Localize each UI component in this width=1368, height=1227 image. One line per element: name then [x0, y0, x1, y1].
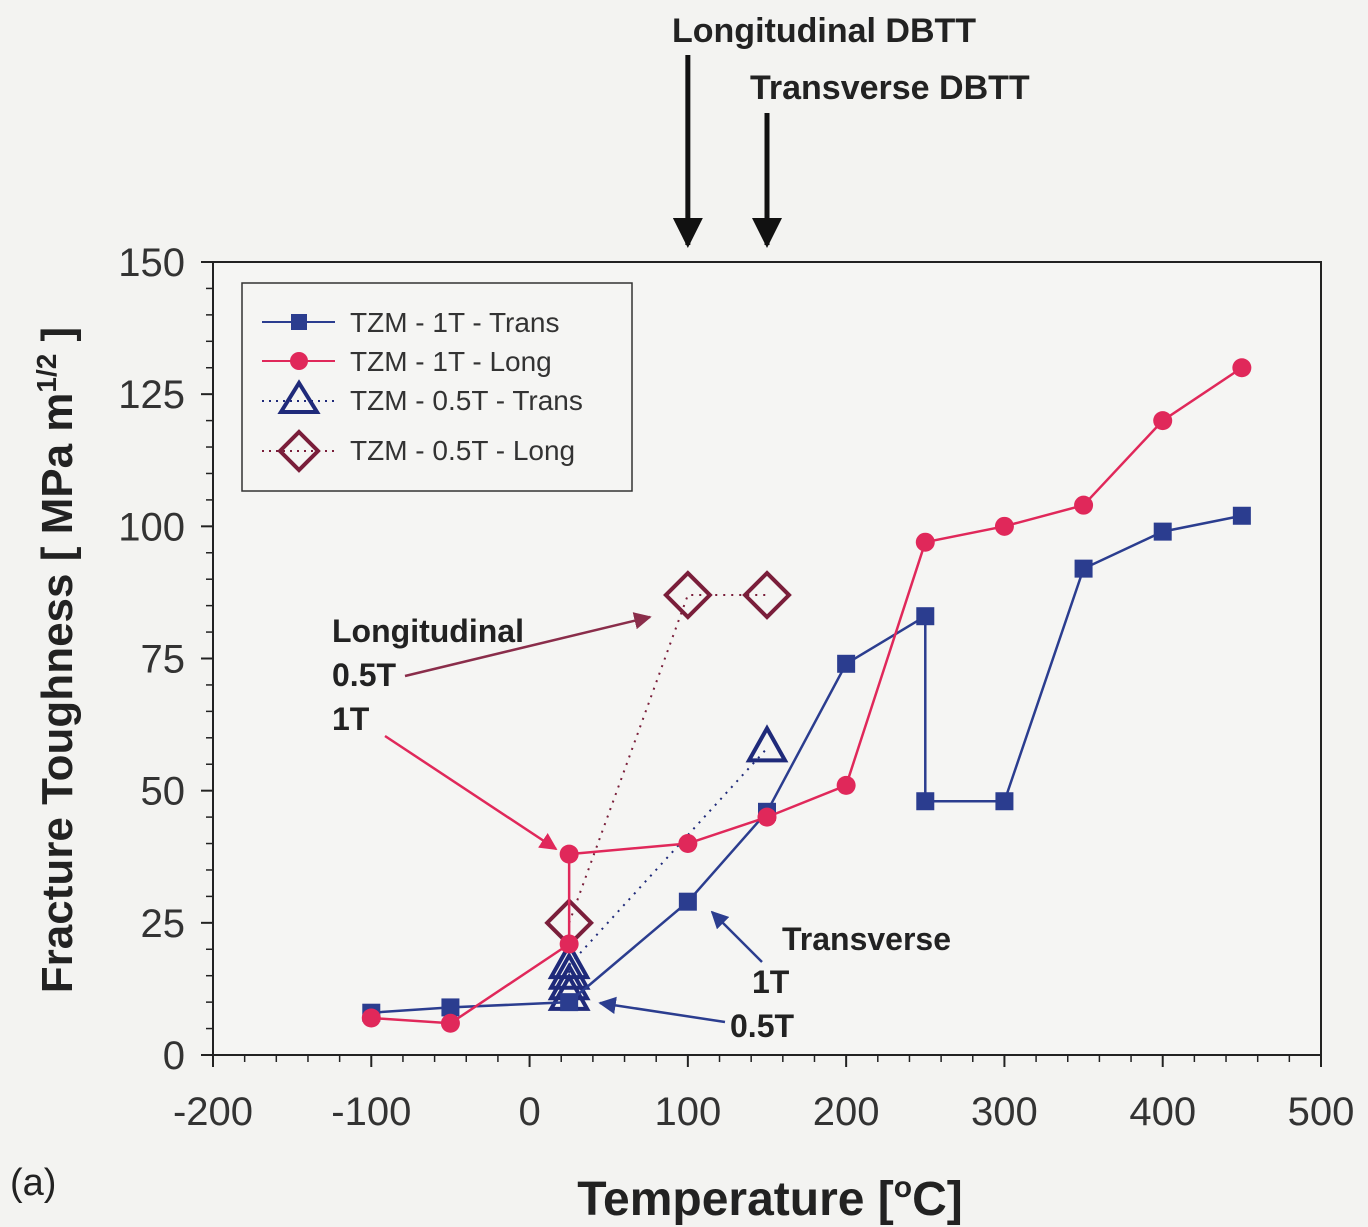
data-point-circle	[1074, 495, 1094, 515]
x-tick-label: 200	[813, 1090, 880, 1134]
x-tick-label: -100	[331, 1090, 411, 1134]
dbtt-transverse-label: Transverse DBTT	[750, 69, 1030, 107]
x-axis-ticks: -200 -100 0 100 200 300 400 500	[173, 1055, 1354, 1134]
legend-label: TZM - 1T - Trans	[350, 307, 560, 338]
legend: TZM - 1T - Trans TZM - 1T - Long TZM - 0…	[241, 282, 633, 492]
y-tick-label: 0	[163, 1034, 185, 1078]
data-point-square	[1153, 522, 1172, 541]
triangle-marker-icon	[277, 379, 321, 414]
annotation-trans-05t-arrow	[598, 996, 726, 1024]
data-point-square	[1074, 559, 1093, 578]
data-point-square	[560, 993, 579, 1012]
data-point-circle	[559, 844, 579, 864]
annotation-long-1t-arrow	[384, 734, 558, 851]
x-tick-label: 0	[518, 1090, 540, 1134]
legend-label: TZM - 0.5T - Trans	[350, 385, 583, 416]
data-point-square	[678, 892, 697, 911]
data-point-triangle	[745, 724, 789, 763]
data-point-circle	[1232, 358, 1252, 378]
data-point-square	[916, 792, 935, 811]
data-point-circle	[915, 532, 935, 552]
series-tzm-0-5t-long	[544, 570, 792, 948]
legend-item-long-05t: TZM - 0.5T - Long	[262, 429, 575, 473]
data-point-circle	[836, 775, 856, 795]
x-axis-label: Temperature [oC]	[577, 1171, 963, 1226]
legend-item-trans-05t: TZM - 0.5T - Trans	[262, 379, 583, 416]
legend-item-long-1t: TZM - 1T - Long	[262, 346, 552, 377]
series-line	[568, 747, 768, 997]
x-tick-label: 100	[654, 1090, 721, 1134]
x-tick-label: 400	[1129, 1090, 1196, 1134]
y-tick-label: 150	[118, 241, 185, 285]
y-tick-label: 100	[118, 505, 185, 549]
y-axis-ticks: 0 25 50 75 100 125 150	[118, 241, 213, 1078]
y-tick-label: 25	[141, 902, 186, 946]
data-point-circle	[1153, 411, 1173, 431]
annotation-long-05t: 0.5T	[332, 657, 396, 693]
data-point-circle	[994, 516, 1014, 536]
data-point-square	[995, 792, 1014, 811]
square-marker-icon	[291, 314, 307, 330]
diamond-marker-icon	[277, 429, 321, 473]
data-point-square	[837, 654, 856, 673]
series-tzm-1t-long	[361, 358, 1252, 1033]
data-point-diamond	[663, 570, 713, 620]
data-point-triangle	[547, 941, 591, 980]
series-tzm-1t-trans	[362, 506, 1251, 1022]
annotation-transverse: Transverse	[782, 921, 951, 957]
data-point-circle	[678, 834, 698, 854]
x-tick-label: 300	[971, 1090, 1038, 1134]
series-line	[568, 594, 767, 924]
circle-marker-icon	[290, 352, 308, 370]
data-point-square	[441, 998, 460, 1017]
data-point-circle	[361, 1008, 381, 1028]
dbtt-longitudinal-label: Longitudinal DBTT	[672, 12, 976, 50]
y-tick-label: 75	[141, 638, 186, 682]
annotation-trans-05t: 0.5T	[730, 1008, 794, 1044]
data-point-circle	[559, 934, 579, 954]
data-point-triangle	[547, 951, 591, 990]
annotations: Longitudinal 0.5T 1T Transverse 1T 0.5T	[332, 612, 951, 1044]
data-point-diamond	[742, 570, 792, 620]
data-point-circle	[440, 1013, 460, 1033]
series-line	[371, 366, 1243, 1025]
y-axis-label: Fracture Toughness [ MPa m1/2 ]	[31, 327, 82, 993]
y-tick-label: 125	[118, 373, 185, 417]
series-layer	[361, 358, 1252, 1033]
legend-label: TZM - 1T - Long	[350, 346, 552, 377]
legend-item-trans-1t: TZM - 1T - Trans	[262, 307, 560, 338]
annotation-trans-1t-arrow	[710, 910, 763, 963]
annotation-long-1t: 1T	[332, 701, 370, 737]
y-tick-label: 50	[141, 770, 186, 814]
annotation-longitudinal: Longitudinal	[332, 613, 524, 649]
legend-label: TZM - 0.5T - Long	[350, 435, 575, 466]
data-point-square	[1232, 506, 1251, 525]
annotation-long-05t-arrow	[404, 612, 652, 678]
annotation-trans-1t: 1T	[752, 964, 790, 1000]
x-tick-label: -200	[173, 1090, 253, 1134]
x-tick-label: 500	[1288, 1090, 1355, 1134]
data-point-square	[916, 607, 935, 626]
data-point-circle	[757, 807, 777, 827]
panel-label: (a)	[10, 1162, 56, 1204]
series-line	[371, 514, 1243, 1014]
